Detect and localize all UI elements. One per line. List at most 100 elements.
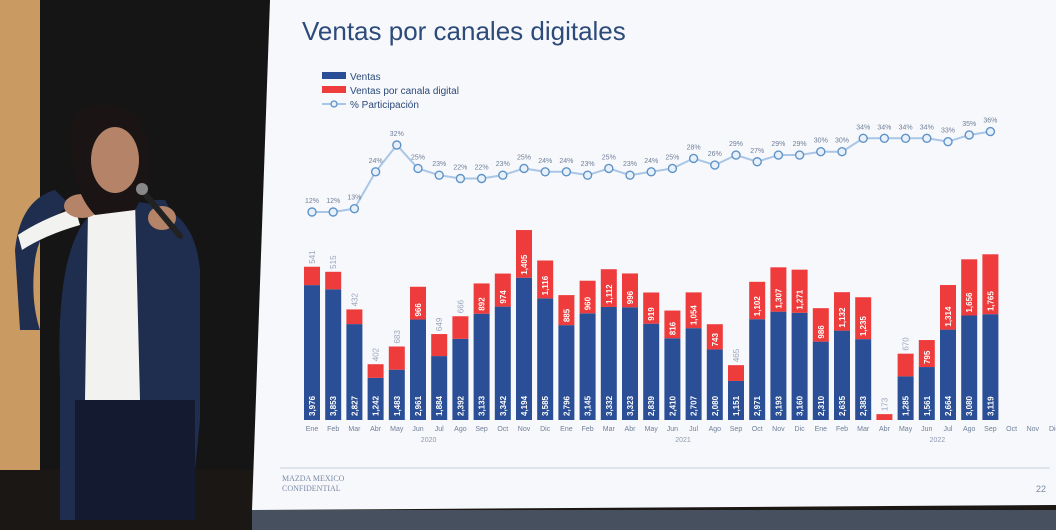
bar-digital — [685, 292, 702, 329]
bar-digital — [918, 340, 935, 368]
chart-legend: Ventas Ventas por canala digital % Parti… — [322, 72, 459, 111]
legend-swatch-digital — [322, 86, 346, 93]
legend-marker-pct — [330, 100, 338, 108]
bar-label-ventas: 3,342 — [499, 395, 508, 416]
bar-ventas — [982, 314, 999, 420]
participacion-point — [455, 173, 466, 184]
presenter-cuff — [18, 208, 80, 250]
bar-label-digital: 1,132 — [838, 307, 847, 328]
x-tick-label: Mar — [603, 426, 616, 433]
footer-brand: MAZDA MEXICO — [282, 474, 345, 483]
x-tick-label: Mar — [348, 426, 361, 433]
bar-label-digital: 1,314 — [944, 306, 953, 327]
x-tick-label: Sep — [984, 426, 997, 433]
bar-ventas — [855, 339, 872, 420]
bar-label-digital: 649 — [435, 317, 444, 331]
x-tick-label: Jul — [689, 426, 698, 433]
bar-label-ventas: 2,410 — [668, 395, 677, 416]
bar-digital — [410, 286, 426, 320]
bar-digital — [643, 292, 660, 324]
bar-digital — [770, 267, 787, 312]
bar-ventas — [643, 323, 660, 420]
bar-digital — [791, 269, 808, 313]
bar-label-digital: 966 — [414, 303, 423, 317]
participacion-point — [349, 203, 360, 214]
x-tick-label: Feb — [327, 426, 339, 433]
participacion-point — [370, 167, 381, 177]
bar-label-ventas: 3,133 — [478, 395, 487, 416]
bar-ventas — [791, 312, 808, 420]
participacion-value-label: 29% — [729, 141, 743, 148]
participacion-point — [710, 160, 720, 170]
x-tick-label: Oct — [497, 426, 508, 433]
participacion-point — [943, 136, 953, 147]
bar-ventas — [812, 341, 829, 420]
x-tick-label: Jul — [435, 426, 444, 433]
x-tick-label: Ene — [306, 426, 319, 433]
slide-content: Ventas por canales digitales Ventas Vent… — [280, 16, 1056, 494]
participacion-point — [604, 163, 614, 174]
x-tick-label: Jun — [921, 426, 932, 433]
bar-label-digital: 1,112 — [605, 284, 614, 304]
bar-label-ventas: 3,193 — [774, 395, 783, 416]
presenter — [15, 105, 200, 520]
participacion-value-label: 13% — [347, 195, 361, 202]
bar-digital — [304, 266, 320, 286]
participacion-value-label: 34% — [920, 124, 934, 131]
bar-digital — [516, 230, 532, 278]
x-tick-label: Nov — [518, 426, 531, 433]
bar-digital — [452, 316, 469, 339]
bar-digital — [834, 292, 850, 331]
year-group-label: 2022 — [930, 437, 946, 444]
bar-digital — [706, 324, 723, 350]
participacion-point — [328, 207, 338, 217]
x-tick-label: Abr — [370, 426, 382, 433]
x-tick-label: May — [645, 426, 659, 433]
bar-digital — [346, 309, 363, 325]
bar-label-digital: 816 — [668, 321, 677, 335]
participacion-value-label: 25% — [517, 154, 531, 161]
bar-label-ventas: 2,971 — [753, 395, 762, 416]
bar-label-ventas: 1,483 — [393, 395, 402, 416]
bar-label-ventas: 1,884 — [435, 395, 444, 416]
bar-label-digital: 515 — [329, 255, 338, 269]
participacion-value-label: 34% — [899, 124, 913, 131]
bar-digital — [940, 285, 956, 330]
participacion-point — [773, 150, 784, 160]
bar-label-digital: 666 — [456, 299, 465, 313]
bar-label-digital: 670 — [902, 337, 911, 351]
bar-label-ventas: 3,080 — [965, 395, 974, 416]
bar-digital — [855, 297, 872, 340]
bar-label-ventas: 1,242 — [372, 395, 381, 416]
participacion-value-label: 35% — [962, 121, 976, 128]
bar-label-ventas: 2,310 — [817, 395, 826, 416]
participacion-value-label: 23% — [623, 161, 637, 168]
bar-label-ventas: 1,561 — [923, 395, 932, 416]
bar-digital — [325, 271, 342, 290]
participacion-value-label: 29% — [771, 141, 785, 148]
x-tick-label: Ago — [709, 426, 722, 433]
participacion-point — [688, 153, 699, 164]
bar-label-ventas: 2,707 — [690, 395, 699, 416]
bar-label-digital: 1,054 — [690, 305, 699, 326]
bar-digital — [558, 295, 575, 326]
bar-ventas — [728, 380, 744, 420]
participacion-point — [519, 163, 529, 174]
bar-digital — [473, 283, 490, 314]
bar-ventas — [749, 319, 766, 420]
bar-label-ventas: 1,285 — [902, 395, 911, 416]
x-tick-label: Dic — [1049, 426, 1056, 433]
participacion-value-label: 33% — [941, 128, 955, 135]
legend-label-pct: % Participación — [350, 100, 419, 111]
bar-label-ventas: 2,392 — [456, 395, 465, 416]
bar-ventas — [834, 330, 850, 420]
bar-label-digital: 743 — [711, 333, 720, 347]
participacion-value-label: 28% — [687, 144, 701, 151]
microphone-head — [136, 183, 148, 195]
bar-label-digital: 465 — [732, 348, 741, 362]
bar-label-ventas: 2,664 — [944, 395, 953, 416]
participacion-point — [413, 163, 423, 174]
participacion-value-label: 29% — [793, 141, 807, 148]
bar-ventas — [410, 319, 426, 420]
bar-ventas — [452, 338, 469, 420]
